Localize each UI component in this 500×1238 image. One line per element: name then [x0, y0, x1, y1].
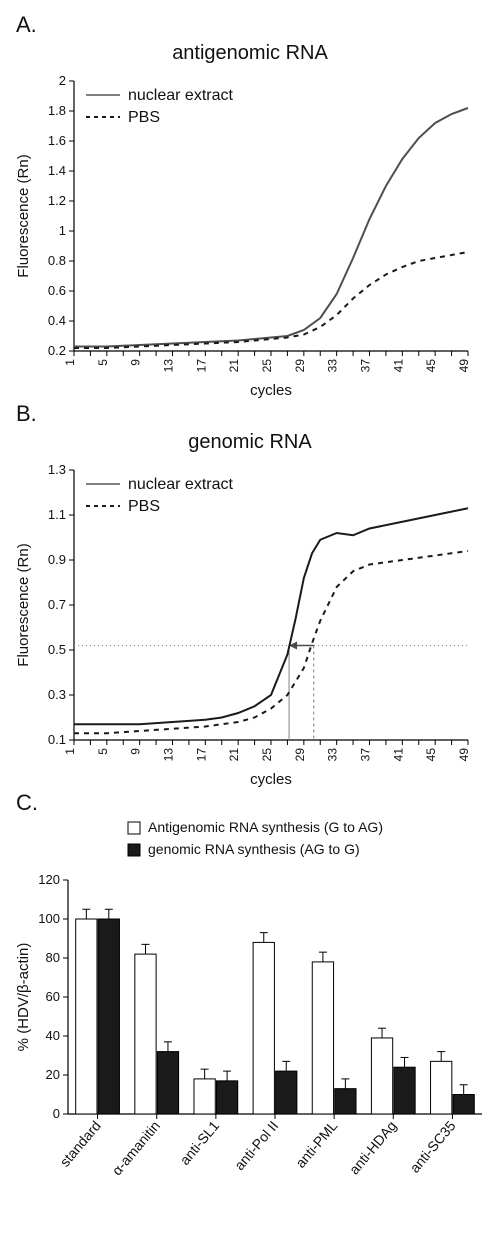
- svg-text:anti-SC35: anti-SC35: [406, 1117, 458, 1175]
- svg-text:17: 17: [194, 359, 208, 373]
- svg-text:PBS: PBS: [128, 109, 160, 126]
- svg-text:100: 100: [38, 911, 60, 926]
- svg-text:60: 60: [46, 989, 60, 1004]
- svg-text:0.7: 0.7: [48, 597, 66, 612]
- svg-text:0.8: 0.8: [48, 253, 66, 268]
- svg-text:Antigenomic RNA synthesis (G t: Antigenomic RNA synthesis (G to AG): [148, 820, 383, 835]
- svg-text:1: 1: [63, 359, 77, 366]
- svg-text:1.2: 1.2: [48, 193, 66, 208]
- svg-text:25: 25: [260, 748, 274, 762]
- svg-text:genomic RNA synthesis (AG to G: genomic RNA synthesis (AG to G): [148, 841, 360, 857]
- svg-text:120: 120: [38, 872, 60, 887]
- svg-text:Fluorescence (Rn): Fluorescence (Rn): [15, 543, 32, 666]
- svg-text:% (HDV/β-actin): % (HDV/β-actin): [15, 943, 32, 1052]
- svg-text:0.1: 0.1: [48, 732, 66, 747]
- panel-c-letter: C.: [16, 790, 488, 816]
- svg-text:21: 21: [227, 359, 241, 373]
- svg-text:cycles: cycles: [250, 382, 292, 399]
- svg-text:5: 5: [96, 748, 110, 755]
- panel-b-letter: B.: [16, 401, 488, 427]
- panel-b-chart: 0.1 0.3 0.5 0.7 0.9 1.1 1.3 1 5 9 13 17 21 25 29 33 37 41…: [12, 460, 482, 790]
- svg-text:37: 37: [359, 748, 373, 762]
- svg-text:1.6: 1.6: [48, 133, 66, 148]
- svg-text:0: 0: [53, 1106, 60, 1121]
- svg-text:anti-HDAg: anti-HDAg: [346, 1118, 400, 1178]
- svg-text:0.9: 0.9: [48, 552, 66, 567]
- svg-text:anti-Pol II: anti-Pol II: [231, 1118, 281, 1174]
- svg-text:40: 40: [46, 1028, 60, 1043]
- panel-a-chart: 0.20.40.60.811.21.41.61.8215913172125293…: [12, 71, 482, 401]
- svg-text:21: 21: [227, 748, 241, 762]
- svg-text:PBS: PBS: [128, 498, 160, 515]
- svg-text:25: 25: [260, 359, 274, 373]
- svg-text:33: 33: [326, 748, 340, 762]
- svg-text:cycles: cycles: [250, 771, 292, 788]
- svg-text:0.2: 0.2: [48, 343, 66, 358]
- svg-text:20: 20: [46, 1067, 60, 1082]
- svg-text:37: 37: [359, 359, 373, 373]
- svg-text:nuclear extract: nuclear extract: [128, 476, 233, 493]
- svg-text:α-amanitin: α-amanitin: [109, 1118, 163, 1179]
- svg-text:0.5: 0.5: [48, 642, 66, 657]
- svg-text:9: 9: [129, 748, 143, 755]
- svg-text:49: 49: [457, 359, 471, 373]
- svg-text:5: 5: [96, 359, 110, 366]
- svg-text:33: 33: [326, 359, 340, 373]
- svg-text:0.3: 0.3: [48, 687, 66, 702]
- panel-c-chart: 0 20 40 60 80 100 120 % (HDV/β-actin) Antigenomi…: [12, 820, 492, 1210]
- svg-text:2: 2: [59, 73, 66, 88]
- svg-text:nuclear extract: nuclear extract: [128, 87, 233, 104]
- svg-text:1.4: 1.4: [48, 163, 66, 178]
- svg-text:1: 1: [63, 748, 77, 755]
- svg-text:49: 49: [457, 748, 471, 762]
- panel-a-title: antigenomic RNA: [12, 42, 488, 65]
- svg-text:1.1: 1.1: [48, 507, 66, 522]
- svg-text:17: 17: [194, 748, 208, 762]
- svg-text:1: 1: [59, 223, 66, 238]
- svg-text:anti-PML: anti-PML: [292, 1117, 340, 1170]
- svg-text:13: 13: [162, 748, 176, 762]
- svg-text:1.3: 1.3: [48, 462, 66, 477]
- svg-text:13: 13: [162, 359, 176, 373]
- svg-text:45: 45: [424, 748, 438, 762]
- panel-a-letter: A.: [16, 12, 488, 38]
- svg-text:0.4: 0.4: [48, 313, 66, 328]
- svg-text:anti-SL1: anti-SL1: [176, 1117, 222, 1167]
- svg-text:1.8: 1.8: [48, 103, 66, 118]
- svg-text:29: 29: [293, 359, 307, 373]
- svg-text:80: 80: [46, 950, 60, 965]
- svg-text:9: 9: [129, 359, 143, 366]
- svg-text:standard: standard: [57, 1118, 104, 1170]
- svg-text:Fluorescence (Rn): Fluorescence (Rn): [15, 154, 32, 277]
- svg-text:41: 41: [391, 748, 405, 762]
- panel-b-title: genomic RNA: [12, 431, 488, 454]
- svg-text:29: 29: [293, 748, 307, 762]
- svg-text:45: 45: [424, 359, 438, 373]
- svg-text:0.6: 0.6: [48, 283, 66, 298]
- svg-text:41: 41: [391, 359, 405, 373]
